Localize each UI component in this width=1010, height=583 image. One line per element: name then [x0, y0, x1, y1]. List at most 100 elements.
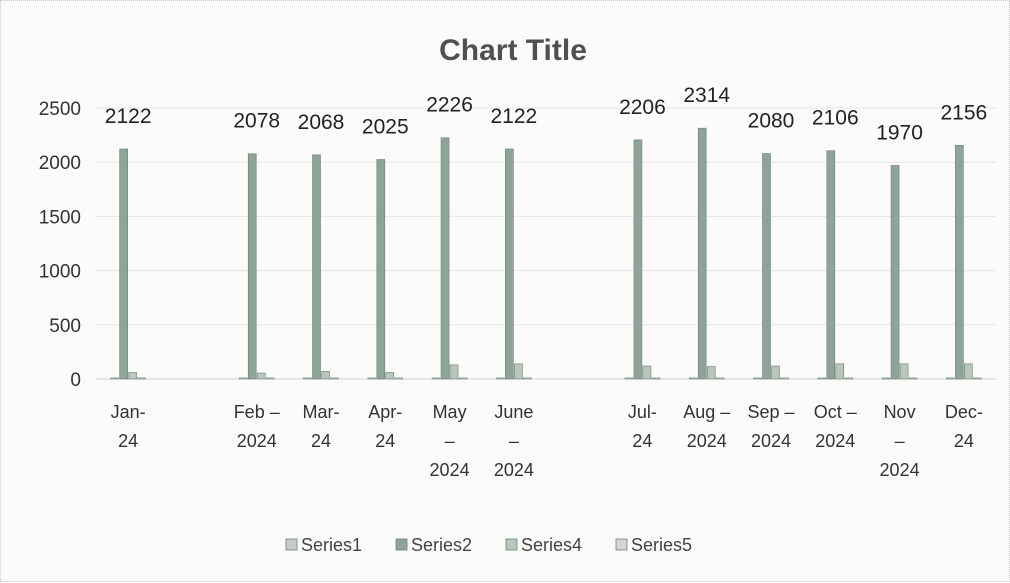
chart-title: Chart Title	[439, 34, 587, 67]
bar-series5	[523, 377, 532, 380]
x-tick-label: Feb –	[234, 402, 280, 422]
x-tick-label: 2024	[430, 460, 470, 480]
bar-series1	[624, 377, 634, 380]
x-tick-label: –	[509, 431, 519, 451]
x-tick-label: May	[433, 402, 467, 422]
x-tick-label: 24	[311, 431, 331, 451]
x-tick-label: Oct –	[814, 402, 857, 422]
x-tick-label: 24	[632, 431, 652, 451]
bar-series1	[431, 377, 441, 380]
bar-series1	[817, 377, 827, 380]
bar-series4	[835, 363, 845, 380]
x-tick-label: Apr-	[368, 402, 402, 422]
x-tick-label: 2024	[687, 431, 727, 451]
bar-series5	[908, 377, 918, 380]
y-tick-label: 0	[70, 370, 81, 391]
legend-swatch	[285, 538, 298, 551]
bar-series2	[505, 148, 514, 380]
y-axis-ticks: 0 500 1000 1500 2000 2500	[39, 99, 81, 391]
bar-series2	[826, 150, 836, 380]
bar-series5	[458, 377, 468, 380]
bar-series1	[946, 377, 955, 380]
legend-label: Series4	[521, 535, 582, 555]
data-label: 2122	[105, 105, 152, 128]
bar-series4	[771, 365, 780, 380]
bar-series2	[955, 144, 964, 380]
data-label: 2314	[683, 84, 730, 107]
x-tick-label: Jul-	[628, 402, 657, 422]
bar-series5	[651, 377, 661, 380]
bar-series1	[303, 377, 312, 380]
data-label: 2122	[490, 105, 537, 128]
x-tick-label: Mar-	[303, 402, 340, 422]
bar-series1	[688, 377, 698, 380]
data-label: 2068	[298, 111, 345, 134]
y-tick-label: 2000	[39, 153, 81, 174]
bar-series2	[440, 137, 450, 380]
y-tick-label: 2500	[39, 99, 81, 120]
bar-series4	[128, 372, 137, 380]
legend-label: Series1	[301, 535, 362, 555]
bar-series2	[633, 139, 643, 380]
bar-series5	[265, 377, 275, 380]
x-tick-label: –	[895, 431, 905, 451]
x-tick-label: Nov	[884, 402, 916, 422]
bar-series4	[385, 372, 395, 380]
bar-series1	[496, 377, 505, 380]
bar-series1	[367, 377, 377, 380]
bars	[110, 127, 982, 380]
x-tick-label: 24	[118, 431, 138, 451]
bar-series4	[514, 363, 523, 380]
y-tick-label: 1500	[39, 207, 81, 228]
bar-series5	[973, 377, 982, 380]
bar-series5	[137, 377, 146, 380]
x-tick-label: 2024	[237, 431, 277, 451]
bar-series2	[376, 159, 386, 380]
bar-series1	[110, 377, 119, 380]
x-tick-label: 2024	[815, 431, 855, 451]
x-tick-label: 2024	[880, 460, 920, 480]
x-tick-label: 24	[954, 431, 974, 451]
bar-series5	[394, 377, 404, 380]
x-tick-label: June	[494, 402, 533, 422]
bar-series2	[697, 127, 707, 380]
bar-series4	[964, 363, 973, 380]
data-label: 2156	[940, 101, 987, 124]
x-tick-label: 24	[375, 431, 395, 451]
bar-series5	[715, 377, 725, 380]
bar-series4	[706, 366, 716, 380]
legend-label: Series5	[631, 535, 692, 555]
legend-swatch	[615, 538, 628, 551]
gridlines	[96, 107, 996, 380]
legend: Series1 Series2 Series4 Series5	[285, 535, 692, 555]
data-label: 1970	[876, 121, 923, 144]
bar-series4	[642, 365, 652, 380]
data-label: 2226	[426, 94, 473, 117]
x-tick-label: Aug –	[683, 402, 730, 422]
bar-series5	[330, 377, 339, 380]
bar-series4	[256, 372, 266, 380]
y-tick-label: 500	[49, 316, 81, 337]
bar-series5	[844, 377, 854, 380]
x-tick-label: Jan-	[111, 402, 146, 422]
x-tick-label: Sep –	[747, 402, 794, 422]
x-axis-labels: Jan- 24 Feb – 2024 Mar- 24 Apr- 24 May – 2024 June –…	[111, 402, 983, 480]
data-labels: 2122 2078 2068 2025 2226 2122 2206 2314 2080 2106…	[105, 84, 987, 144]
legend-swatch	[395, 538, 408, 551]
bar-series4	[899, 363, 909, 380]
data-label: 2025	[362, 115, 409, 138]
data-label: 2106	[812, 107, 859, 130]
data-label: 2078	[233, 110, 280, 133]
y-tick-label: 1000	[39, 262, 81, 283]
data-label: 2080	[748, 110, 795, 133]
bar-series5	[780, 377, 789, 380]
bar-series2	[119, 148, 128, 380]
x-tick-label: 2024	[751, 431, 791, 451]
data-label: 2206	[619, 96, 666, 119]
bar-series1	[881, 377, 891, 380]
bar-series2	[890, 165, 900, 380]
bar-series1	[753, 377, 762, 380]
bar-series2	[312, 154, 321, 380]
